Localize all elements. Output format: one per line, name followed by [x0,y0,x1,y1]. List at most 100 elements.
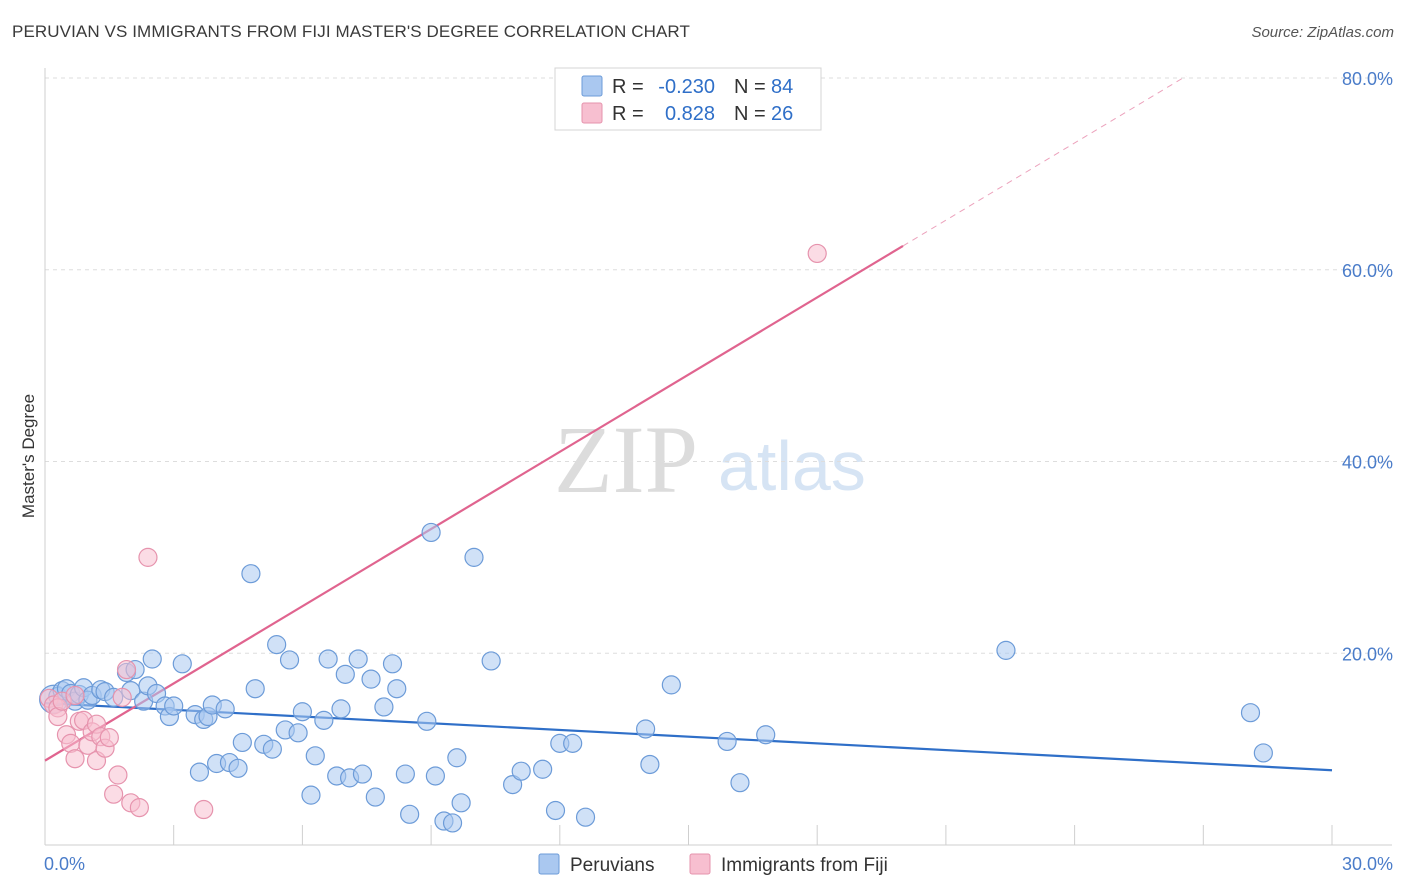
peruvians-point[interactable] [305,746,325,766]
peruvians-point[interactable] [374,697,394,717]
scatter-points [38,243,1273,833]
peruvians-point[interactable] [421,522,441,543]
watermark-zip: ZIP [554,406,698,513]
legend-n-label: N = [734,76,766,98]
peruvians-point[interactable] [1253,743,1273,763]
legend-r-label: R = [612,103,644,125]
peruvians-point[interactable] [164,696,184,716]
axes [44,68,1392,846]
peruvians-point[interactable] [382,654,403,674]
fiji-point[interactable] [99,728,119,748]
fiji-trend-extension [902,75,1187,247]
peruvians-point[interactable] [279,650,300,670]
fiji-point[interactable] [138,547,158,567]
peruvians-point[interactable] [575,807,596,827]
peruvians-point[interactable] [335,664,355,684]
legend-r-value: 0.828 [665,103,715,125]
peruvians-point[interactable] [301,785,321,805]
legend-r-label: R = [612,76,644,98]
series-legend-label-fiji[interactable]: Immigrants from Fiji [721,855,888,876]
peruvians-point[interactable] [447,748,467,768]
fiji-point[interactable] [129,798,149,818]
peruvians-point[interactable] [442,813,463,833]
peruvians-point[interactable] [318,649,338,669]
peruvians-point[interactable] [635,719,656,739]
peruvians-point[interactable] [232,732,252,753]
peruvians-point[interactable] [172,654,192,674]
peruvians-point[interactable] [545,800,566,821]
peruvians-point[interactable] [387,679,407,699]
trend-lines [44,75,1333,772]
fiji-point[interactable] [65,749,85,769]
peruvians-point[interactable] [215,699,235,719]
grid [45,77,1392,654]
peruvians-point[interactable] [288,723,308,743]
legend-n-label: N = [734,103,766,125]
series-legend-swatch-fiji[interactable] [689,853,711,875]
y-tick-label: 60.0% [1342,261,1393,281]
watermark: ZIP atlas [554,406,866,513]
peruvians-point[interactable] [640,754,660,775]
peruvians-point[interactable] [533,759,553,779]
series-legend-label-peruvians[interactable]: Peruvians [570,855,655,876]
watermark-atlas: atlas [718,427,866,505]
legend-swatch-fiji [581,102,603,124]
peruvians-point[interactable] [661,675,681,695]
legend-n-value: 26 [771,103,793,125]
peruvians-point[interactable] [395,764,415,784]
peruvians-point[interactable] [756,725,776,745]
fiji-point[interactable] [116,659,137,680]
peruvians-point[interactable] [464,547,484,567]
peruvians-point[interactable] [503,774,523,795]
fiji-point[interactable] [65,685,85,706]
peruvians-point[interactable] [352,764,373,784]
peruvians-point[interactable] [425,766,445,786]
correlation-legend: R = -0.230 N = 84 R = 0.828 N = 26 [554,67,822,131]
peruvians-point[interactable] [563,733,583,753]
peruvians-point[interactable] [730,773,750,793]
peruvians-point[interactable] [331,699,351,719]
peruvians-point[interactable] [400,804,420,824]
y-tick-label: 80.0% [1342,69,1393,89]
legend-n-value: 84 [771,76,793,98]
tick-labels: 20.0% 40.0% 60.0% 80.0% 0.0% 30.0% [44,69,1393,874]
y-tick-label: 20.0% [1342,644,1393,664]
fiji-point[interactable] [807,243,827,264]
peruvians-point[interactable] [417,711,437,731]
peruvians-point[interactable] [365,787,385,807]
peruvians-point[interactable] [481,651,501,671]
peruvians-point[interactable] [241,564,261,584]
fiji-point[interactable] [104,784,124,804]
peruvians-point[interactable] [717,731,737,752]
chart-source: Source: ZipAtlas.com [1251,24,1394,41]
peruvians-point[interactable] [267,635,287,655]
peruvians-point[interactable] [361,669,381,689]
series-legend: Peruvians Immigrants from Fiji [538,853,888,876]
series-legend-swatch-peruvians[interactable] [538,853,560,875]
legend-swatch-peruvians [581,75,603,97]
fiji-trend-line [44,244,904,762]
fiji-point[interactable] [108,765,128,785]
peruvians-point[interactable] [142,649,162,669]
peruvians-point[interactable] [245,679,265,699]
legend-r-value: -0.230 [658,76,715,98]
peruvians-point[interactable] [511,761,531,781]
peruvians-point[interactable] [262,739,282,759]
chart-title: PERUVIAN VS IMMIGRANTS FROM FIJI MASTER'… [12,22,690,41]
peruvians-point[interactable] [996,640,1016,660]
peruvians-point[interactable] [348,649,368,669]
peruvians-point[interactable] [1240,703,1261,723]
peruvians-point[interactable] [189,762,210,782]
y-axis-title: Master's Degree [19,394,38,518]
x-tick-label: 30.0% [1342,854,1393,874]
y-tick-label: 40.0% [1342,453,1393,473]
peruvians-point[interactable] [292,702,312,722]
x-tick-label: 0.0% [44,854,85,874]
peruvians-trend-line [44,702,1333,772]
peruvians-point[interactable] [451,793,471,813]
fiji-point[interactable] [194,799,214,820]
peruvians-point[interactable] [314,710,334,730]
fiji-point[interactable] [112,687,132,707]
peruvians-point[interactable] [228,758,248,778]
